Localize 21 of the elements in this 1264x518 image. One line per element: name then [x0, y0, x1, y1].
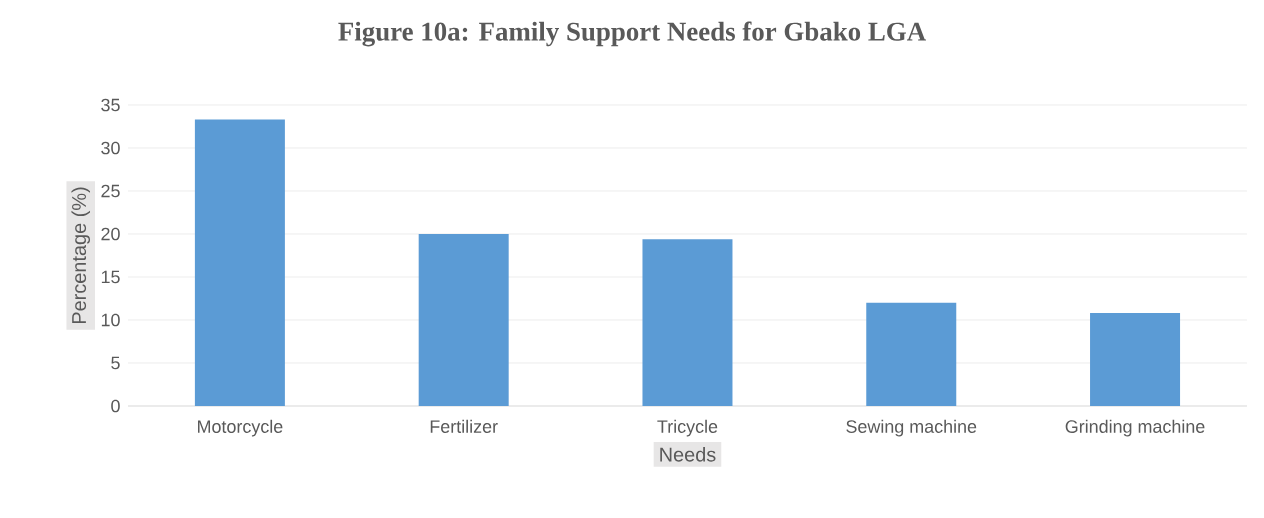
y-tick-label: 0: [111, 399, 120, 413]
x-tick-label: Fertilizer: [430, 419, 498, 433]
x-axis-title: Needs: [660, 447, 716, 462]
bar: [1090, 313, 1181, 406]
x-tick-label: Tricycle: [657, 419, 718, 437]
bar: [866, 302, 957, 406]
y-tick-label: 10: [101, 313, 120, 327]
x-tick-label: Grinding machine: [1065, 419, 1205, 437]
y-tick-label: 30: [101, 141, 120, 155]
chart-title: Figure 10a: Family Support Needs for Gbako LGA: [338, 21, 926, 47]
y-tick-label: 15: [101, 270, 120, 284]
y-tick-label: 35: [101, 98, 120, 112]
bar: [642, 239, 733, 406]
x-tick-label: Sewing machine: [846, 419, 977, 437]
x-tick-label: Motorcycle: [198, 419, 283, 437]
y-tick-label: 25: [101, 184, 120, 198]
bar: [194, 119, 285, 406]
y-tick-label: 5: [111, 356, 120, 370]
y-axis-title: Percentage (%): [71, 187, 91, 324]
bar: [418, 234, 509, 406]
y-tick-label: 20: [101, 227, 120, 241]
